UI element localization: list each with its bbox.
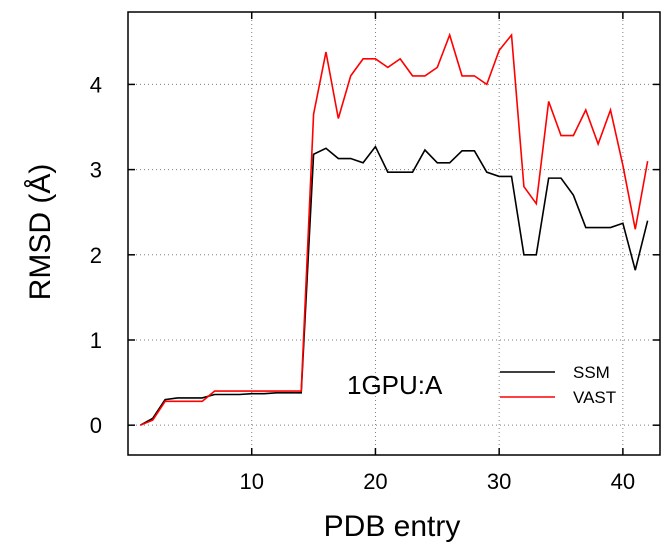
y-tick-label: 3 (90, 158, 102, 183)
x-tick-label: 20 (363, 469, 387, 494)
y-tick-label: 2 (90, 243, 102, 268)
plot-frame (127, 11, 661, 456)
legend-label-vast: VAST (573, 388, 616, 407)
series-layer (139, 32, 649, 426)
x-tick-label: 10 (239, 469, 263, 494)
y-tick-label: 4 (90, 72, 102, 97)
x-tick-label: 40 (611, 469, 635, 494)
annotation-label: 1GPU:A (347, 370, 443, 400)
legend: SSM VAST (500, 363, 616, 407)
x-tick-label: 30 (487, 469, 511, 494)
y-axis-title: RMSD (Å) (24, 164, 57, 301)
ticks-layer: 10 20 30 40 0 1 2 3 4 (90, 12, 660, 494)
y-tick-label: 1 (90, 328, 102, 353)
series-line-ssm (139, 145, 649, 426)
x-axis-title: PDB entry (324, 510, 461, 543)
grid-lines (128, 12, 660, 455)
legend-label-ssm: SSM (573, 363, 610, 382)
series-line-vast (140, 32, 649, 426)
y-tick-label: 0 (90, 413, 102, 438)
